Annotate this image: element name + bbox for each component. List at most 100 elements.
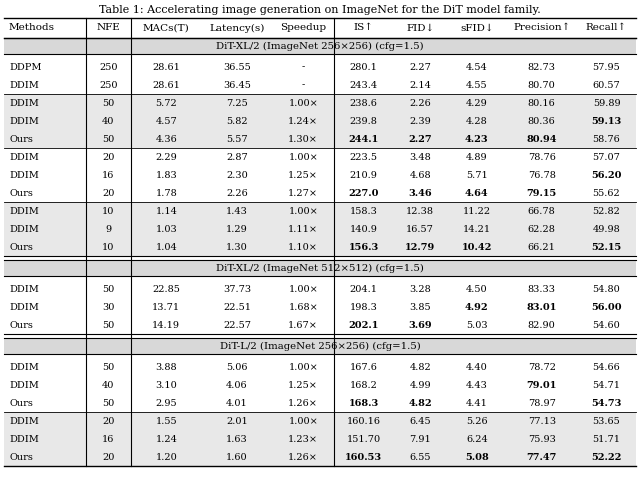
Text: 2.01: 2.01 — [226, 416, 248, 426]
Text: 4.50: 4.50 — [466, 284, 488, 294]
Text: 1.30×: 1.30× — [288, 134, 318, 144]
Text: 50: 50 — [102, 321, 115, 330]
Text: 77.13: 77.13 — [527, 416, 556, 426]
Text: DDIM: DDIM — [9, 171, 39, 179]
Text: 140.9: 140.9 — [349, 225, 378, 233]
Text: 168.3: 168.3 — [348, 399, 379, 407]
Text: 13.71: 13.71 — [152, 303, 180, 311]
Text: 2.26: 2.26 — [410, 98, 431, 107]
Text: 22.57: 22.57 — [223, 321, 251, 330]
Text: 1.26×: 1.26× — [288, 453, 318, 461]
Text: 1.67×: 1.67× — [288, 321, 318, 330]
Text: 54.80: 54.80 — [593, 284, 620, 294]
Text: 4.55: 4.55 — [466, 80, 488, 90]
Text: 1.04: 1.04 — [156, 242, 177, 252]
Text: 4.64: 4.64 — [465, 188, 489, 198]
Text: 250: 250 — [99, 80, 118, 90]
Text: 37.73: 37.73 — [223, 284, 251, 294]
Text: 1.00×: 1.00× — [289, 416, 318, 426]
Text: 2.87: 2.87 — [226, 152, 248, 161]
Text: DDIM: DDIM — [9, 362, 39, 372]
Bar — [4, 130, 636, 148]
Text: 1.27×: 1.27× — [288, 188, 318, 198]
Text: 11.22: 11.22 — [463, 206, 491, 215]
Text: 4.82: 4.82 — [408, 399, 432, 407]
Text: 4.92: 4.92 — [465, 303, 489, 311]
Text: 78.76: 78.76 — [528, 152, 556, 161]
Text: 52.82: 52.82 — [593, 206, 620, 215]
Text: 4.57: 4.57 — [156, 117, 177, 125]
Text: 7.25: 7.25 — [226, 98, 248, 107]
Text: 1.03: 1.03 — [156, 225, 177, 233]
Text: 5.03: 5.03 — [466, 321, 488, 330]
Text: 52.15: 52.15 — [591, 242, 621, 252]
Text: DDIM: DDIM — [9, 152, 39, 161]
Text: 20: 20 — [102, 152, 115, 161]
Text: 5.08: 5.08 — [465, 453, 489, 461]
Text: 22.51: 22.51 — [223, 303, 251, 311]
Text: 5.72: 5.72 — [156, 98, 177, 107]
Text: 49.98: 49.98 — [593, 225, 620, 233]
Text: 160.16: 160.16 — [346, 416, 381, 426]
Text: DDPM: DDPM — [9, 63, 42, 71]
Text: 4.54: 4.54 — [466, 63, 488, 71]
Text: 1.55: 1.55 — [156, 416, 177, 426]
Text: 3.69: 3.69 — [408, 321, 432, 330]
Text: 66.21: 66.21 — [528, 242, 556, 252]
Text: 1.63: 1.63 — [226, 434, 248, 443]
Bar — [4, 238, 636, 256]
Text: 28.61: 28.61 — [152, 63, 180, 71]
Text: 54.71: 54.71 — [593, 380, 621, 389]
Bar — [4, 448, 636, 466]
Text: 1.11×: 1.11× — [288, 225, 318, 233]
Text: 80.36: 80.36 — [528, 117, 556, 125]
Text: 4.41: 4.41 — [466, 399, 488, 407]
Text: 83.33: 83.33 — [528, 284, 556, 294]
Bar — [4, 220, 636, 238]
Text: 6.55: 6.55 — [410, 453, 431, 461]
Text: 1.20: 1.20 — [156, 453, 177, 461]
Text: 243.4: 243.4 — [349, 80, 378, 90]
Text: 1.25×: 1.25× — [288, 380, 318, 389]
Text: 160.53: 160.53 — [345, 453, 382, 461]
Bar — [4, 112, 636, 130]
Text: 4.29: 4.29 — [466, 98, 488, 107]
Text: 82.73: 82.73 — [528, 63, 556, 71]
Text: 1.26×: 1.26× — [288, 399, 318, 407]
Text: 62.28: 62.28 — [528, 225, 556, 233]
Text: 1.83: 1.83 — [156, 171, 177, 179]
Text: 60.57: 60.57 — [593, 80, 620, 90]
Text: FID↓: FID↓ — [406, 24, 435, 32]
Text: DDIM: DDIM — [9, 303, 39, 311]
Text: DDIM: DDIM — [9, 117, 39, 125]
Text: DDIM: DDIM — [9, 98, 39, 107]
Text: 4.89: 4.89 — [466, 152, 488, 161]
Text: Ours: Ours — [9, 399, 33, 407]
Text: 244.1: 244.1 — [348, 134, 379, 144]
Text: 59.89: 59.89 — [593, 98, 620, 107]
Text: Ours: Ours — [9, 134, 33, 144]
Text: 198.3: 198.3 — [349, 303, 378, 311]
Bar — [4, 260, 636, 276]
Text: DDIM: DDIM — [9, 206, 39, 215]
Text: IS↑: IS↑ — [353, 24, 374, 32]
Text: 57.95: 57.95 — [593, 63, 620, 71]
Text: 4.43: 4.43 — [466, 380, 488, 389]
Text: 1.10×: 1.10× — [288, 242, 318, 252]
Text: 5.06: 5.06 — [227, 362, 248, 372]
Text: 5.82: 5.82 — [226, 117, 248, 125]
Text: 1.00×: 1.00× — [289, 206, 318, 215]
Text: 151.70: 151.70 — [346, 434, 381, 443]
Text: 3.88: 3.88 — [156, 362, 177, 372]
Text: 204.1: 204.1 — [349, 284, 378, 294]
Text: Ours: Ours — [9, 188, 33, 198]
Text: 6.24: 6.24 — [466, 434, 488, 443]
Text: 223.5: 223.5 — [349, 152, 378, 161]
Text: 55.62: 55.62 — [593, 188, 620, 198]
Text: DDIM: DDIM — [9, 416, 39, 426]
Text: 4.99: 4.99 — [410, 380, 431, 389]
Text: 50: 50 — [102, 362, 115, 372]
Text: 1.24×: 1.24× — [288, 117, 318, 125]
Text: 4.40: 4.40 — [466, 362, 488, 372]
Text: DiT-L/2 (ImageNet 256×256) (cfg=1.5): DiT-L/2 (ImageNet 256×256) (cfg=1.5) — [220, 341, 420, 350]
